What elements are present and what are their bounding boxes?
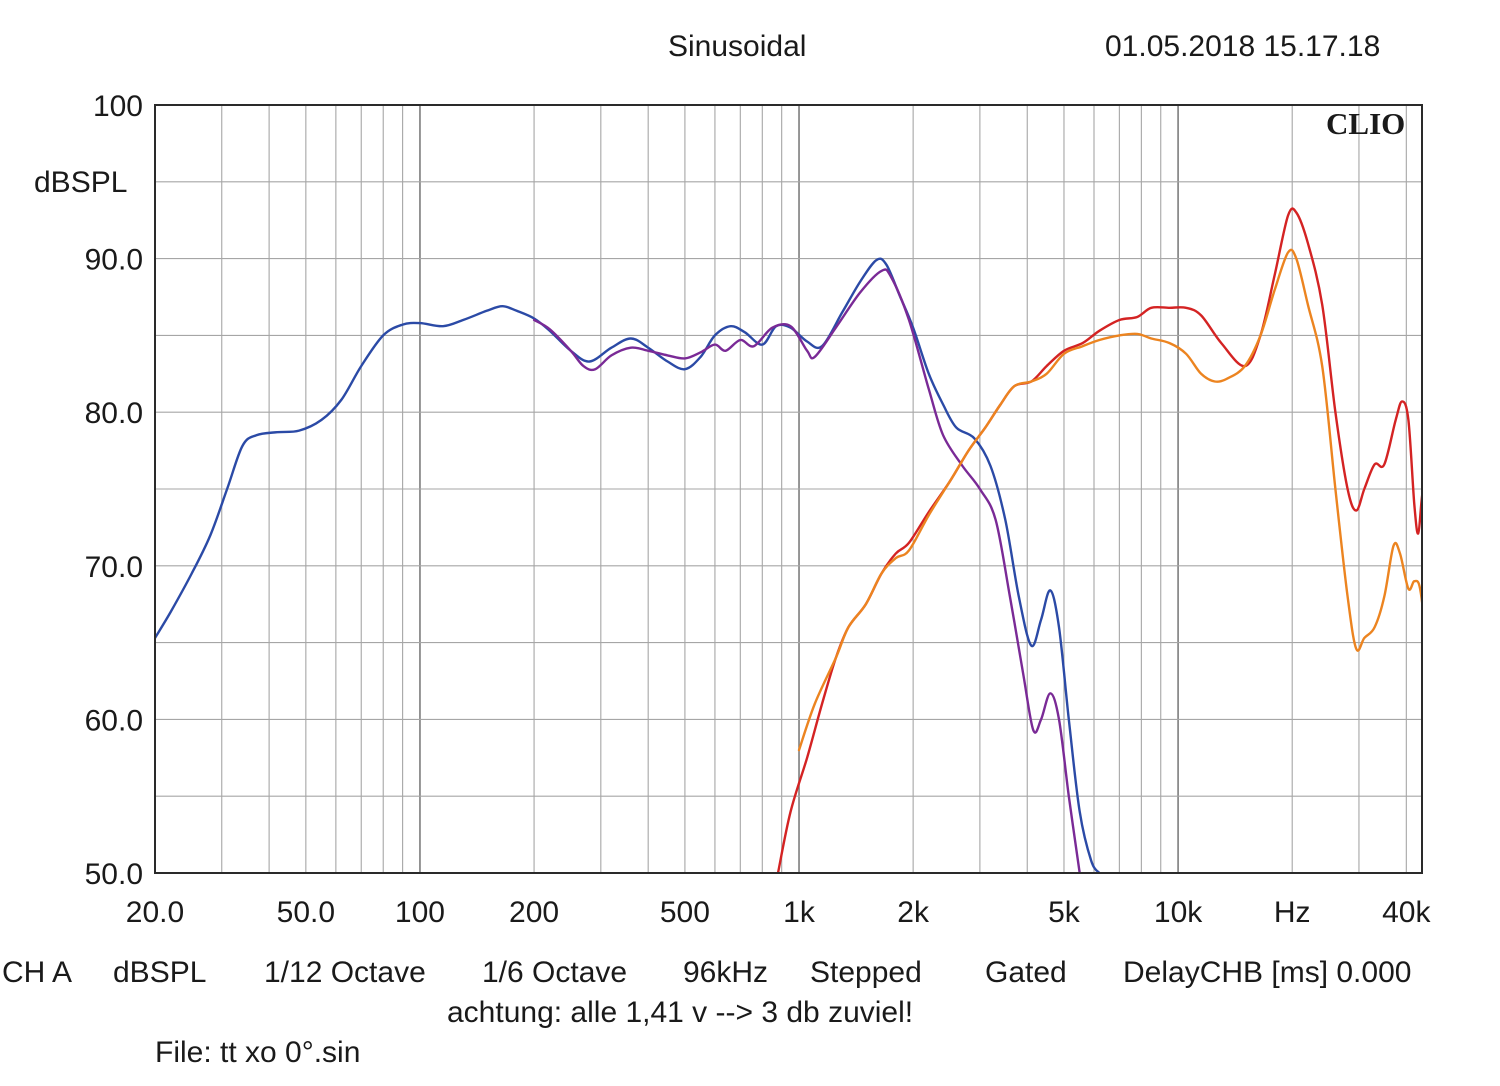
- series-line-tweeter-red: [776, 207, 1422, 873]
- series-line-tweeter-orange: [797, 248, 1422, 752]
- y-axis-label: dBSPL: [34, 166, 128, 199]
- y-tick-label: 50.0: [85, 858, 143, 891]
- timestamp: 01.05.2018 15.17.18: [1105, 30, 1381, 63]
- x-tick-labels: 20.0 50.0 100 200 500 1k 2k 5k 10k Hz 40k: [126, 896, 1432, 929]
- y-tick-label: 70.0: [85, 551, 143, 584]
- smoothing-label: 1/12 Octave: [264, 956, 426, 989]
- y-tick-label: 100: [93, 90, 143, 123]
- x-tick-label: 2k: [897, 896, 930, 929]
- window-label: Gated: [985, 956, 1067, 989]
- x-tick-label: 50.0: [277, 896, 335, 929]
- x-tick-label: 10k: [1154, 896, 1203, 929]
- delay-label: DelayCHB [ms] 0.000: [1123, 956, 1412, 989]
- unit-label: dBSPL: [113, 956, 207, 989]
- x-tick-label: 20.0: [126, 896, 184, 929]
- y-tick-label: 90.0: [85, 244, 143, 277]
- chart-title: Sinusoidal: [668, 30, 807, 63]
- horizontal-gridlines: [155, 181, 1422, 797]
- series-line-woofer-blue: [155, 257, 1101, 873]
- method-label: Stepped: [810, 956, 922, 989]
- samplerate-label: 96kHz: [683, 956, 769, 989]
- note-text: achtung: alle 1,41 v --> 3 db zuviel!: [447, 996, 914, 1029]
- x-tick-label: 1k: [783, 896, 816, 929]
- resolution-label: 1/6 Octave: [482, 956, 628, 989]
- x-tick-label: 5k: [1048, 896, 1081, 929]
- y-tick-labels: 100 90.0 80.0 70.0 60.0 50.0: [85, 90, 143, 891]
- x-tick-label: 200: [509, 896, 559, 929]
- clio-logo: CLIO: [1326, 106, 1406, 141]
- curves: [155, 207, 1422, 873]
- plot-frame: [154, 104, 1423, 874]
- y-tick-label: 80.0: [85, 397, 143, 430]
- x-tick-label: 40k: [1382, 896, 1431, 929]
- y-tick-label: 60.0: [85, 704, 143, 737]
- channel-label: CH A: [2, 956, 73, 989]
- x-tick-label: Hz: [1274, 896, 1311, 929]
- series-line-woofer-purple: [532, 268, 1081, 873]
- x-tick-label: 500: [660, 896, 710, 929]
- file-label: File: tt xo 0°.sin: [155, 1036, 361, 1069]
- x-tick-label: 100: [395, 896, 445, 929]
